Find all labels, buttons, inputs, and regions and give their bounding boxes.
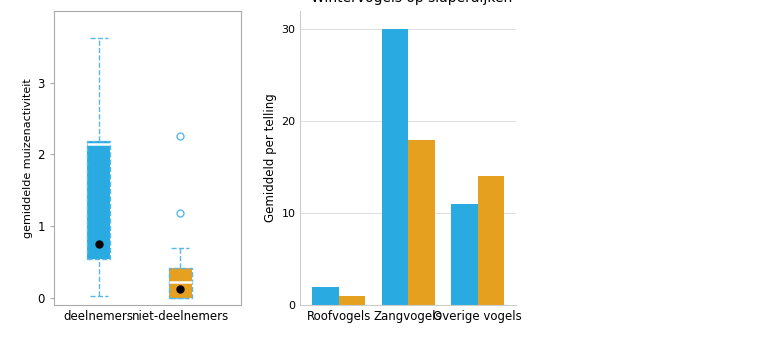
Bar (87, 141, 110, 258)
Text: Wintervogels op slaperdijken: Wintervogels op slaperdijken (311, 0, 512, 5)
Y-axis label: Gemiddeld per telling: Gemiddeld per telling (264, 94, 277, 222)
Bar (169, 268, 192, 298)
Bar (408, 140, 434, 305)
Bar (451, 204, 477, 305)
Bar (382, 29, 408, 305)
Bar (312, 287, 339, 305)
Bar (87, 141, 110, 258)
Bar (477, 176, 504, 305)
Y-axis label: gemiddelde muizenactiviteit: gemiddelde muizenactiviteit (23, 78, 33, 238)
Bar (169, 268, 192, 298)
Bar (339, 296, 365, 305)
